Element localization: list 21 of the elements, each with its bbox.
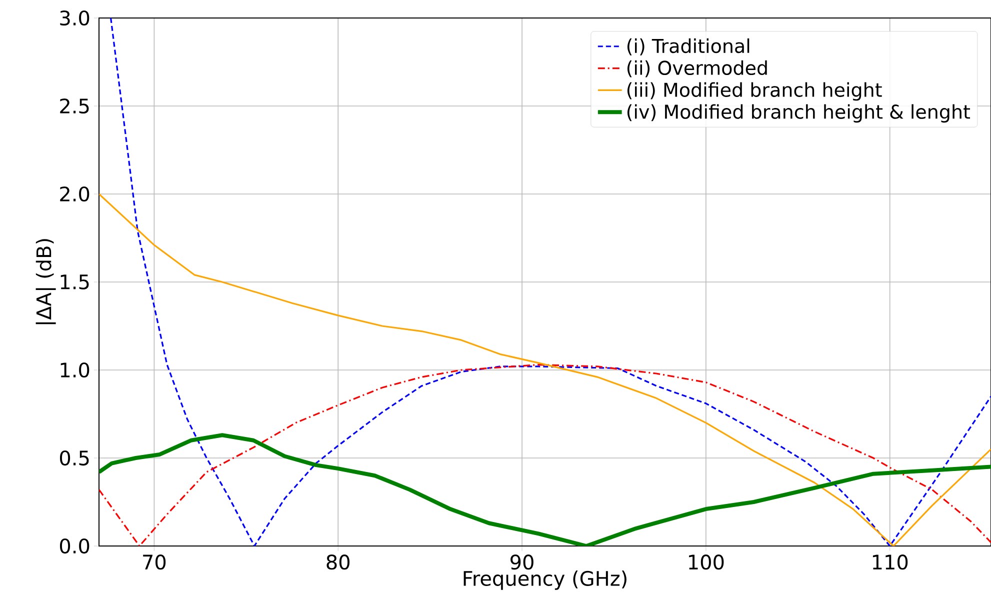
line-series	[110, 18, 991, 546]
legend-label: (i) Traditional	[627, 38, 750, 56]
line-series	[99, 364, 991, 546]
x-tick-label: 90	[510, 554, 534, 570]
x-tick-label: 70	[143, 554, 166, 570]
y-tick-label: 0.5	[60, 450, 89, 466]
y-tick-label: 0.0	[60, 538, 90, 554]
y-tick-label: 1.0	[60, 362, 90, 378]
x-tick-label: 80	[326, 554, 350, 570]
y-tick-label: 2.5	[60, 98, 89, 114]
y-tick-label: 2.0	[60, 186, 90, 202]
x-tick-label: 110	[872, 554, 908, 570]
x-tick-label: 100	[689, 554, 724, 570]
legend-label: (iv) Modified branch height & lenght	[627, 104, 970, 123]
line-series	[99, 433, 991, 546]
y-tick-label: 3.0	[60, 10, 90, 26]
x-axis-title: Frequency (GHz)	[464, 570, 626, 590]
legend-label: (ii) Overmoded	[627, 60, 767, 78]
y-tick-label: 1.5	[60, 274, 89, 290]
legend-label: (iii) Modified branch height	[627, 82, 882, 101]
y-axis-title: |ΔA| (dB)	[36, 239, 56, 324]
